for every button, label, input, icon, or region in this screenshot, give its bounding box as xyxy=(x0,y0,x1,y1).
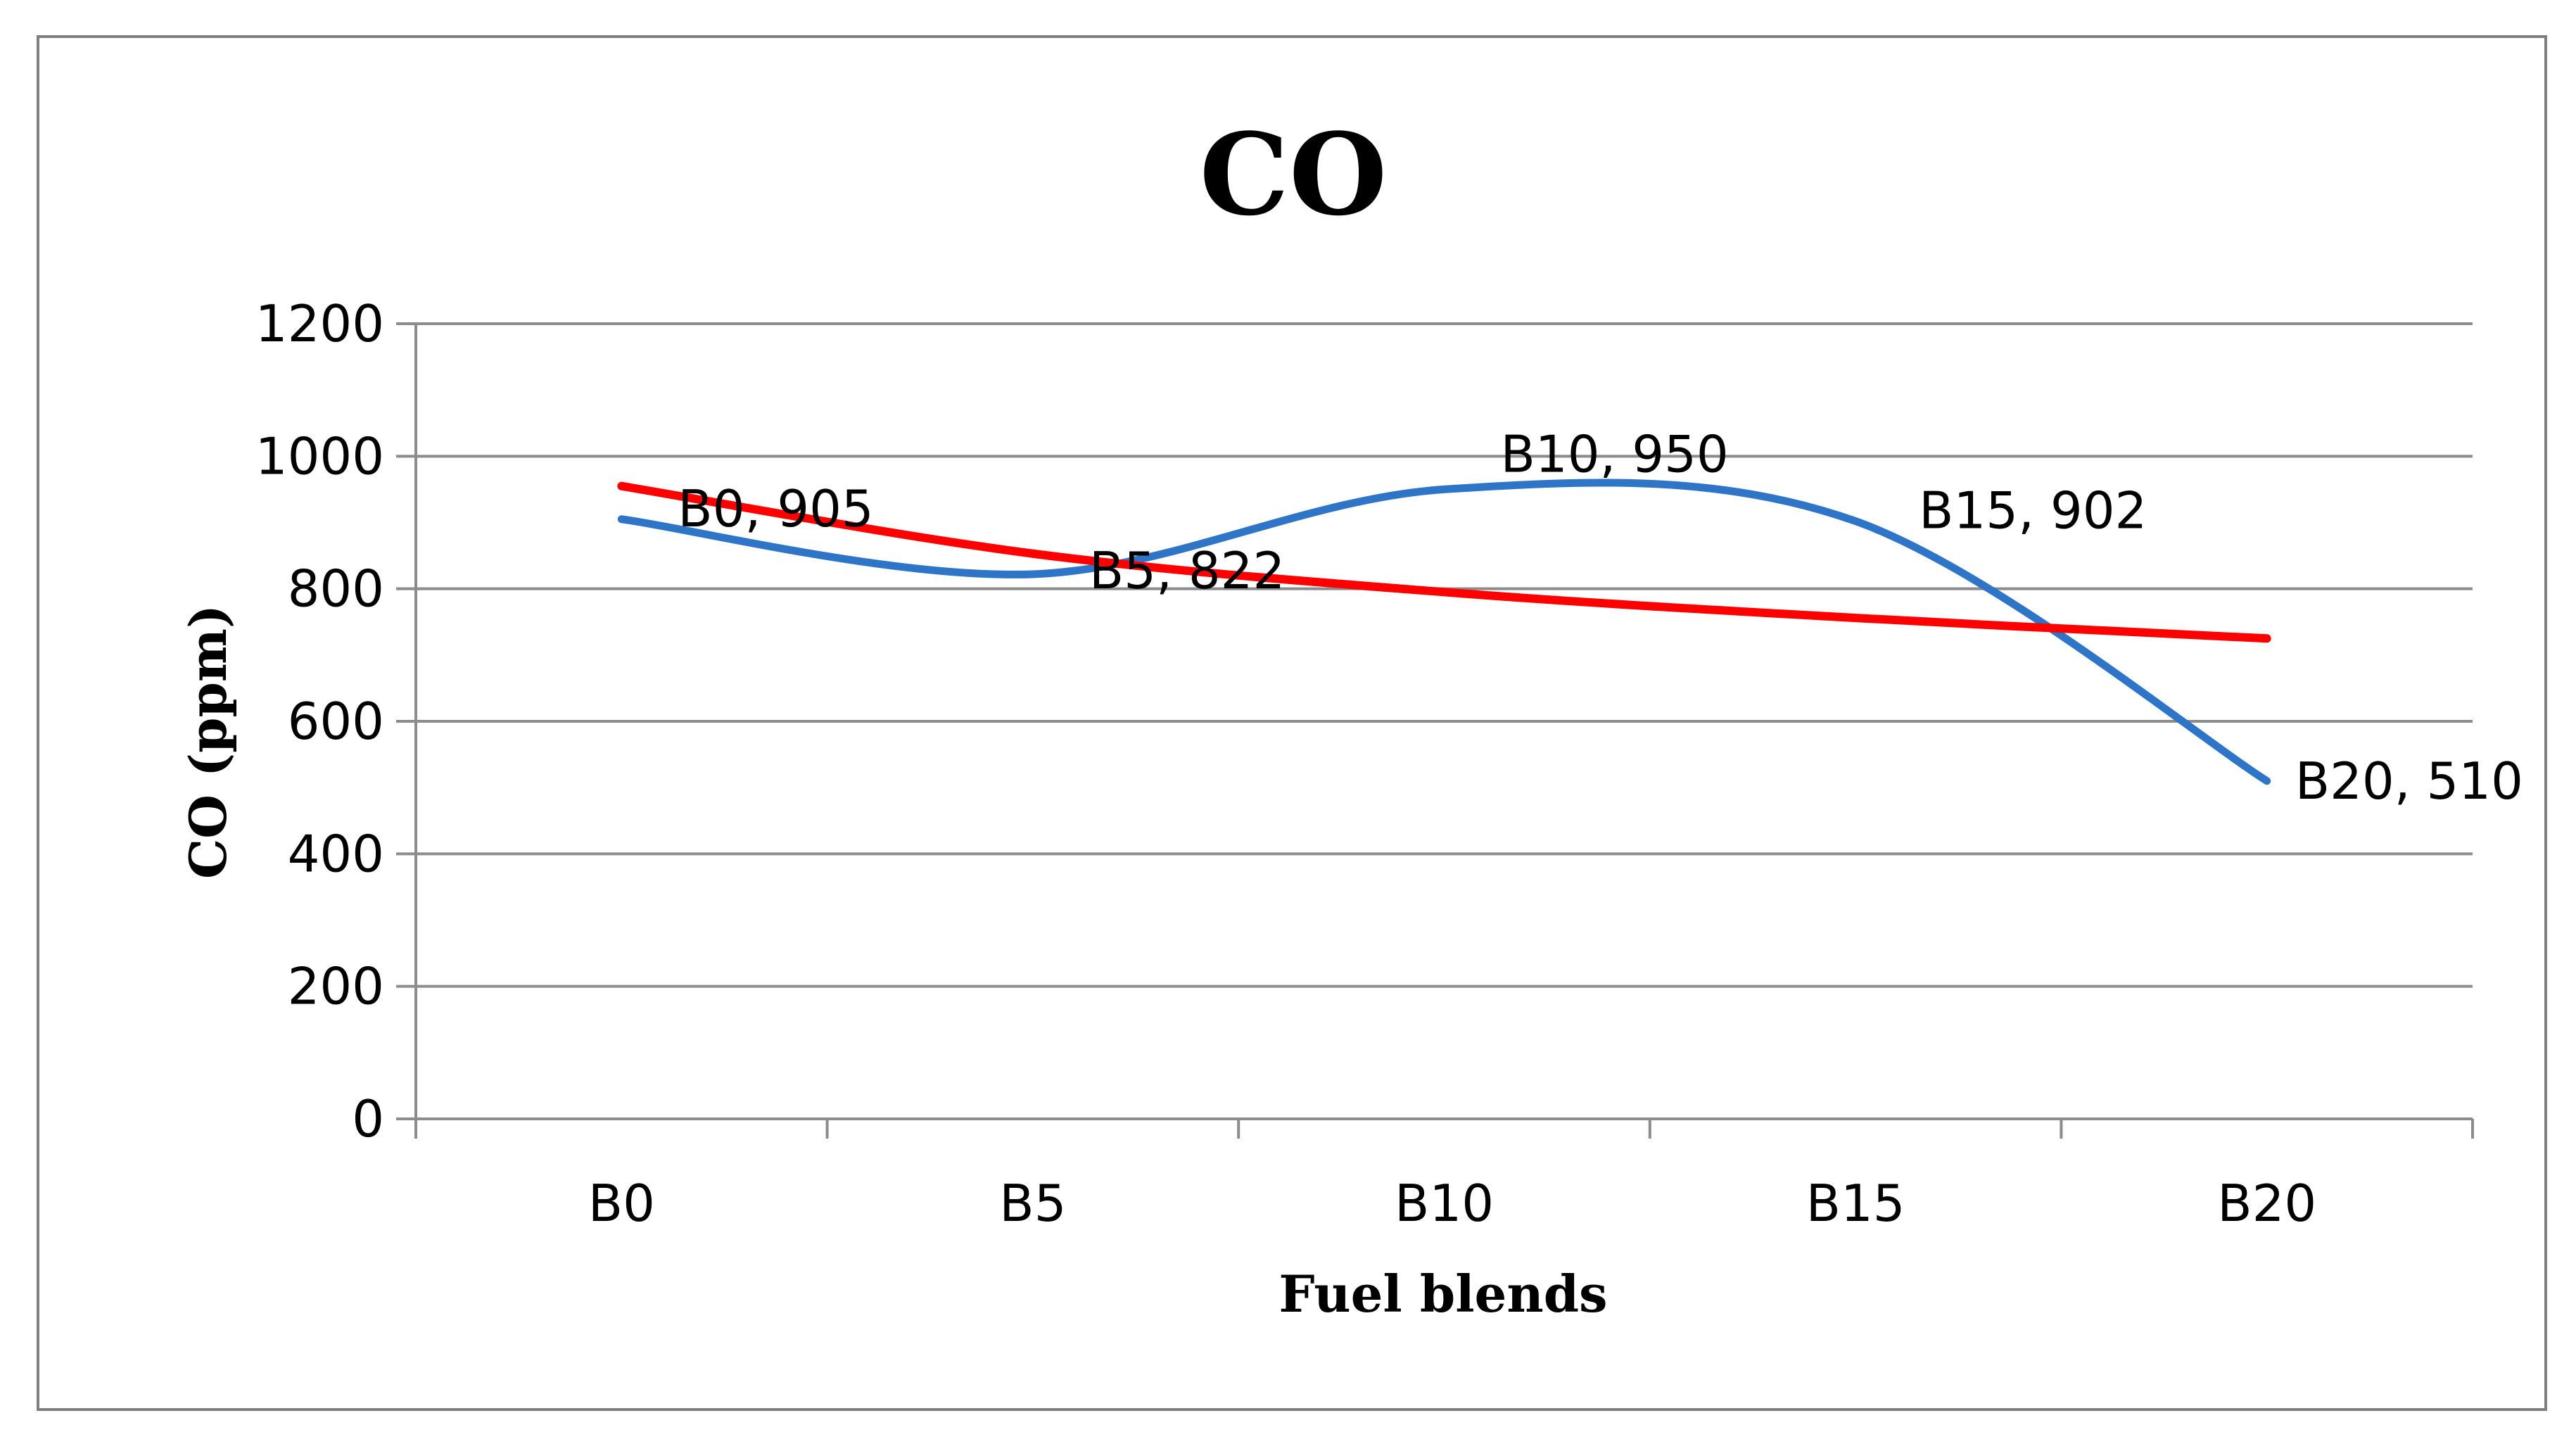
chart-frame: CO 0 200 400 600 800 1000 1200 B0 B5 B10 B15 B20 B0… xyxy=(37,35,2547,1411)
data-label-B5: B5, 822 xyxy=(1089,541,1285,600)
axis-layer: 0 200 400 600 800 1000 1200 B0 B5 B10 B15 B20 xyxy=(255,294,2474,1233)
data-label-B15: B15, 902 xyxy=(1919,481,2147,540)
y-tick-label-0: 0 xyxy=(352,1089,384,1148)
y-axis-title: CO (ppm) xyxy=(178,604,238,879)
data-label-B10: B10, 950 xyxy=(1501,424,1729,483)
series-line-trendline xyxy=(617,481,2271,643)
data-label-B20: B20, 510 xyxy=(2295,752,2523,811)
y-tick-label-200: 200 xyxy=(288,957,384,1016)
chart-svg: CO 0 200 400 600 800 1000 1200 B0 B5 B10 B15 B20 B0… xyxy=(178,108,2523,1324)
x-tick-label-B20: B20 xyxy=(2217,1174,2316,1233)
data-label-B0: B0, 905 xyxy=(678,479,873,538)
y-tick-label-800: 800 xyxy=(288,559,384,619)
series-layer xyxy=(617,479,2271,785)
x-axis-title: Fuel blends xyxy=(1279,1264,1607,1324)
y-tick-label-600: 600 xyxy=(288,692,384,751)
y-tick-label-400: 400 xyxy=(288,824,384,883)
series-line-co xyxy=(617,479,2271,785)
x-tick-label-B10: B10 xyxy=(1395,1174,1494,1233)
x-tick-label-B0: B0 xyxy=(588,1174,655,1233)
y-tick-label-1200: 1200 xyxy=(255,294,384,353)
y-tick-label-1000: 1000 xyxy=(255,426,384,486)
x-tick-label-B15: B15 xyxy=(1806,1174,1905,1233)
x-tick-label-B5: B5 xyxy=(999,1174,1066,1233)
label-layer: B0, 905 B5, 822 B10, 950 B15, 902 B20, 510 xyxy=(678,424,2523,810)
grid-layer xyxy=(416,322,2473,988)
chart-title: CO xyxy=(1200,108,1388,241)
